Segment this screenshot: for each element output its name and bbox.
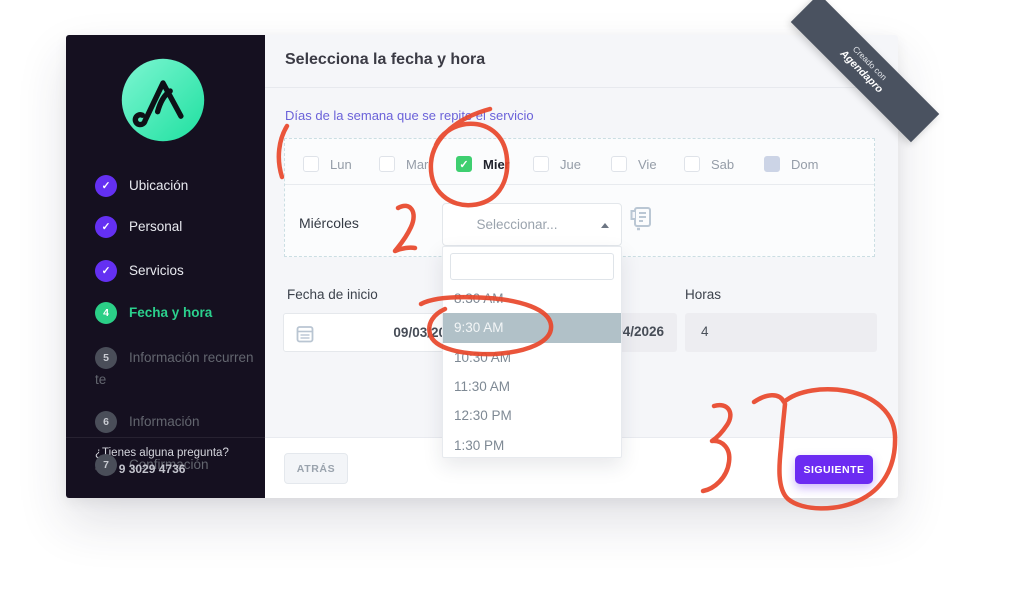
step-number-badge: 6	[95, 411, 117, 433]
chevron-up-icon	[601, 223, 609, 228]
time-option[interactable]: 1:30 PM	[454, 438, 505, 453]
step-number-badge: 5	[95, 347, 117, 369]
calendar-icon	[296, 324, 314, 343]
step-label: Servicios	[129, 263, 184, 278]
day-checkbox-sab[interactable]: Sab	[684, 156, 734, 172]
day-label: Jue	[560, 156, 581, 172]
time-option[interactable]: 12:30 PM	[454, 408, 512, 423]
dropdown-search-input[interactable]	[450, 253, 614, 280]
step-check-icon: ✓	[95, 260, 117, 282]
day-checkbox-lun[interactable]: Lun	[303, 156, 352, 172]
time-option-highlighted[interactable]: 9:30 AM	[443, 313, 621, 343]
day-checkbox-mier[interactable]: Mier	[456, 156, 510, 172]
sidebar-divider	[66, 437, 265, 438]
checkbox-icon[interactable]	[611, 156, 627, 172]
help-phone[interactable]: +56 9 3029 4736	[95, 462, 186, 476]
select-placeholder: Seleccionar...	[476, 217, 558, 232]
step-label: Confirmación	[129, 457, 209, 472]
checkbox-checked-icon[interactable]	[456, 156, 472, 172]
checkbox-disabled-icon	[764, 156, 780, 172]
sidebar-step-confirmacion[interactable]: 7 Confirmación	[95, 454, 257, 476]
day-label: Mier	[483, 156, 510, 172]
copy-to-all-days-icon[interactable]	[628, 205, 654, 233]
step-number-badge: 7	[95, 454, 117, 476]
next-button[interactable]: SIGUIENTE	[795, 455, 873, 484]
day-checkbox-vie[interactable]: Vie	[611, 156, 657, 172]
sidebar-step-informacion[interactable]: 6 Información	[95, 411, 257, 433]
step-label: Información recurrente	[95, 350, 254, 387]
page-title: Selecciona la fecha y hora	[285, 51, 486, 68]
help-contact: ¿Tienes alguna pregunta? +56 9 3029 4736	[95, 446, 265, 478]
help-question: ¿Tienes alguna pregunta?	[95, 447, 229, 459]
time-dropdown-panel: 8:30 AM 9:30 AM 10:30 AM 11:30 AM 12:30 …	[442, 246, 622, 458]
day-checkbox-mar[interactable]: Mar	[379, 156, 428, 172]
sidebar-step-fecha-y-hora[interactable]: 4 Fecha y hora	[95, 302, 257, 324]
sidebar-step-servicios[interactable]: ✓ Servicios	[95, 260, 257, 282]
back-button[interactable]: ATRÁS	[284, 453, 348, 484]
selected-weekday-label: Miércoles	[299, 215, 359, 231]
day-checkbox-dom[interactable]: Dom	[764, 156, 818, 172]
time-option[interactable]: 10:30 AM	[454, 350, 512, 365]
start-date-label: Fecha de inicio	[287, 287, 378, 302]
sidebar-step-personal[interactable]: ✓ Personal	[95, 216, 257, 238]
day-label: Dom	[791, 156, 819, 172]
hours-value: 4	[701, 324, 709, 339]
day-label: Lun	[330, 156, 352, 172]
time-option[interactable]: 8:30 AM	[454, 291, 504, 306]
row-divider	[285, 184, 874, 185]
main-panel: Selecciona la fecha y hora Días de la se…	[265, 35, 898, 498]
checkbox-icon[interactable]	[533, 156, 549, 172]
booking-widget-card: ✓ Ubicación ✓ Personal ✓ Servicios 4 Fecha y…	[66, 35, 898, 498]
checkbox-icon[interactable]	[684, 156, 700, 172]
step-check-icon: ✓	[95, 175, 117, 197]
step-label: Información	[129, 414, 200, 429]
day-label: Sab	[711, 156, 735, 172]
days-caption: Días de la semana que se repite el servi…	[285, 108, 534, 123]
checkbox-icon[interactable]	[379, 156, 395, 172]
hours-label: Horas	[685, 287, 722, 302]
day-label: Mar	[406, 156, 429, 172]
panel-header: Selecciona la fecha y hora	[265, 35, 898, 88]
step-check-icon: ✓	[95, 216, 117, 238]
step-label: Ubicación	[129, 178, 189, 193]
step-label: Personal	[129, 219, 183, 234]
step-label: Fecha y hora	[129, 305, 213, 320]
hours-input: 4	[685, 313, 877, 352]
day-checkbox-jue[interactable]: Jue	[533, 156, 581, 172]
time-select[interactable]: Seleccionar...	[442, 203, 622, 246]
time-option[interactable]: 11:30 AM	[454, 379, 511, 394]
step-number-badge: 4	[95, 302, 117, 324]
day-label: Vie	[638, 156, 657, 172]
sidebar-step-informacion-recurrente[interactable]: 5 Información recurrente	[95, 347, 257, 391]
checkbox-icon[interactable]	[303, 156, 319, 172]
sidebar-step-ubicacion[interactable]: ✓ Ubicación	[95, 175, 257, 197]
sidebar: ✓ Ubicación ✓ Personal ✓ Servicios 4 Fecha y…	[66, 35, 265, 498]
agendapro-logo	[120, 57, 206, 143]
